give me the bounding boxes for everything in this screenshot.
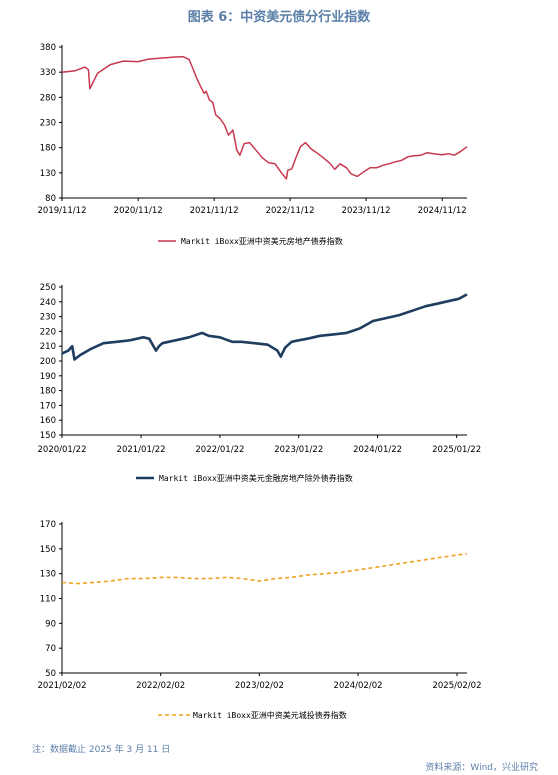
y-tick-label: 160 [40,416,56,426]
x-tick-label: 2021/11/12 [190,206,239,216]
x-tick-label: 2019/11/12 [38,206,87,216]
series-line [61,55,468,180]
legend-label: Markit iBoxx亚洲中资美元金融房地产除外债券指数 [159,473,353,483]
x-tick-label: 2023/02/02 [235,681,284,691]
x-tick-label: 2024/11/12 [418,206,467,216]
chart-property-index: 80 130 180 230 280 330 380 2019/11/12 2020/11/12… [38,43,468,246]
y-tick-label: 150 [40,431,56,441]
y-tick-label: 280 [40,93,56,103]
y-tick-label: 240 [40,298,56,308]
x-tick-label: 2023/11/12 [342,206,391,216]
x-tick-label: 2022/11/12 [266,206,315,216]
x-tick-label: 2024/01/22 [353,445,402,455]
y-tick-label: 230 [40,119,56,129]
x-tick-label: 2020/11/12 [114,206,163,216]
y-tick-label: 90 [45,619,56,629]
y-tick-label: 230 [40,313,56,323]
x-tick-label: 2021/02/02 [38,681,87,691]
y-tick-label: 180 [40,387,56,397]
y-tick-label: 190 [40,372,56,382]
y-tick-label: 130 [40,169,56,179]
y-tick-label: 220 [40,327,56,337]
chart-lgfv-index: 50 70 90 110 130 150 170 2021/02/02 2022/02/02 20… [38,520,482,720]
x-tick-label: 2025/02/02 [432,681,481,691]
y-tick-label: 110 [40,595,56,605]
y-tick-label: 170 [40,401,56,411]
x-tick-label: 2024/02/02 [334,681,383,691]
x-tick-label: 2022/01/22 [195,445,244,455]
y-tick-label: 200 [40,357,56,367]
series-line [61,553,468,585]
x-tick-label: 2023/01/22 [274,445,323,455]
y-tick-label: 150 [40,545,56,555]
y-tick-label: 210 [40,342,56,352]
figure-title: 图表 6：中资美元债分行业指数 [187,10,371,25]
y-tick-label: 80 [45,194,56,204]
chart-financial-ex-property-index: 150 160 170 180 190 200 210 220 230 240 250 2020/01… [38,283,482,483]
y-tick-label: 380 [40,43,56,53]
legend-label: Markit iBoxx亚洲中资美元城投债券指数 [193,710,347,720]
y-tick-label: 180 [40,144,56,154]
x-tick-label: 2025/01/22 [432,445,481,455]
x-tick-label: 2020/01/22 [38,445,87,455]
y-tick-label: 170 [40,520,56,530]
y-tick-label: 50 [45,669,56,679]
series-line [61,293,468,361]
x-tick-label: 2021/01/22 [117,445,166,455]
legend-label: Markit iBoxx亚洲中资美元房地产债券指数 [181,236,343,246]
y-tick-label: 330 [40,68,56,78]
y-tick-label: 70 [45,644,56,654]
footnote: 注：数据截止 2025 年 3 月 11 日 [32,745,171,755]
source-note: 资料来源：Wind，兴业研究 [425,763,538,773]
y-tick-label: 250 [40,283,56,293]
x-tick-label: 2022/02/02 [136,681,185,691]
y-tick-label: 130 [40,570,56,580]
